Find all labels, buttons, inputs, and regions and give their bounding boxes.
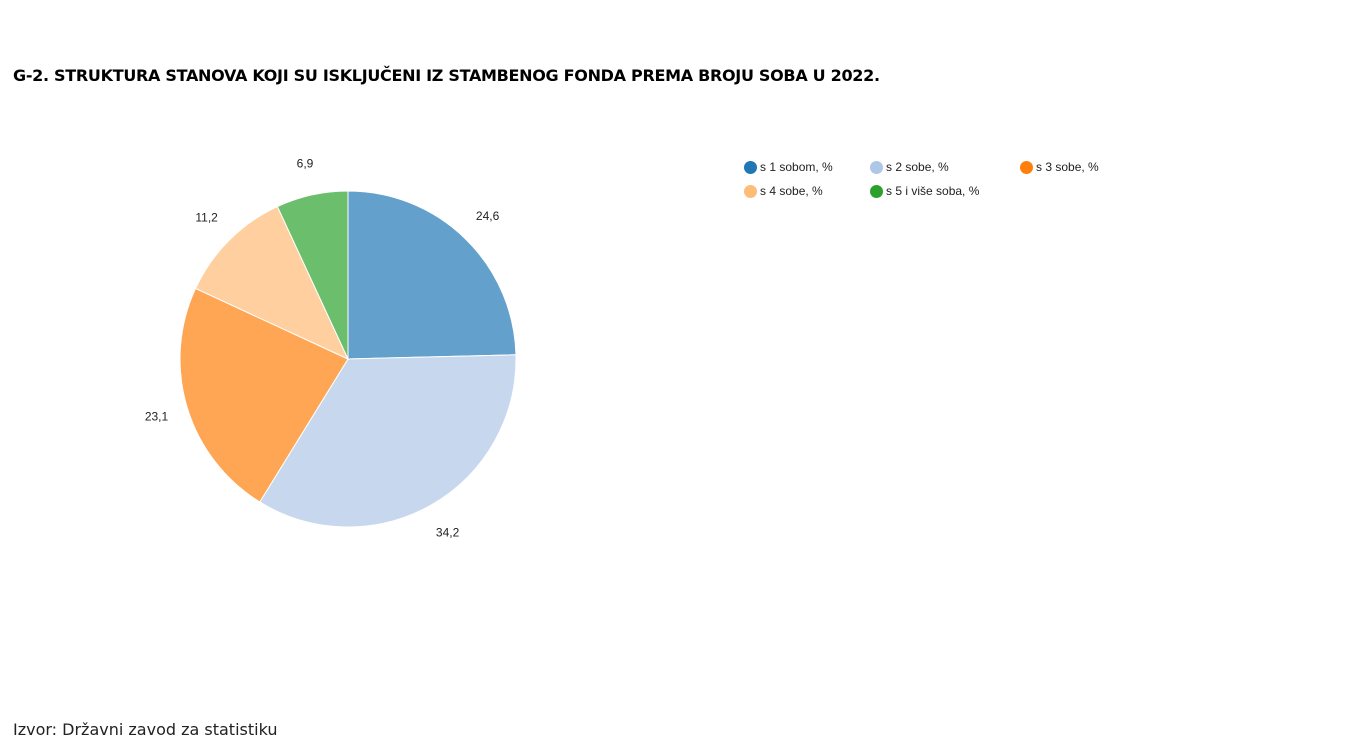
legend-item: s 3 sobe, % [1020, 159, 1144, 175]
legend-item: s 1 sobom, % [744, 159, 870, 175]
pie-slice-4 [194, 205, 350, 361]
legend-item: s 5 i više soba, % [870, 183, 1020, 199]
slice-value-label: 11,2 [195, 211, 218, 225]
legend-item: s 2 sobe, % [870, 159, 1020, 175]
chart-title: G-2. STRUKTURA STANOVA KOJI SU ISKLJUČEN… [13, 66, 880, 85]
legend-swatch [1020, 160, 1033, 174]
legend-label: s 3 sobe, % [1036, 160, 1099, 174]
slice-value-label: 6,9 [297, 157, 314, 171]
slice-value-label: 23,1 [145, 410, 169, 424]
pie-slice-3 [179, 287, 349, 503]
legend-swatch [744, 184, 757, 198]
source-note: Izvor: Državni zavod za statistiku [13, 720, 278, 739]
legend-label: s 1 sobom, % [760, 160, 833, 174]
legend: s 1 sobom, % s 2 sobe, % s 3 sobe, % s 4 so… [744, 159, 1144, 199]
legend-label: s 4 sobe, % [760, 184, 823, 198]
legend-label: s 5 i više soba, % [886, 184, 980, 198]
legend-swatch [870, 184, 883, 198]
legend-swatch [744, 160, 757, 174]
legend-label: s 2 sobe, % [886, 160, 949, 174]
pie-slice-1 [347, 190, 517, 360]
legend-item: s 4 sobe, % [744, 183, 870, 199]
pie-slice-2 [259, 354, 517, 528]
slice-value-label: 24,6 [476, 209, 500, 223]
pie-slice-5 [276, 190, 349, 360]
legend-swatch [870, 160, 883, 174]
slice-value-label: 34,2 [436, 525, 460, 539]
